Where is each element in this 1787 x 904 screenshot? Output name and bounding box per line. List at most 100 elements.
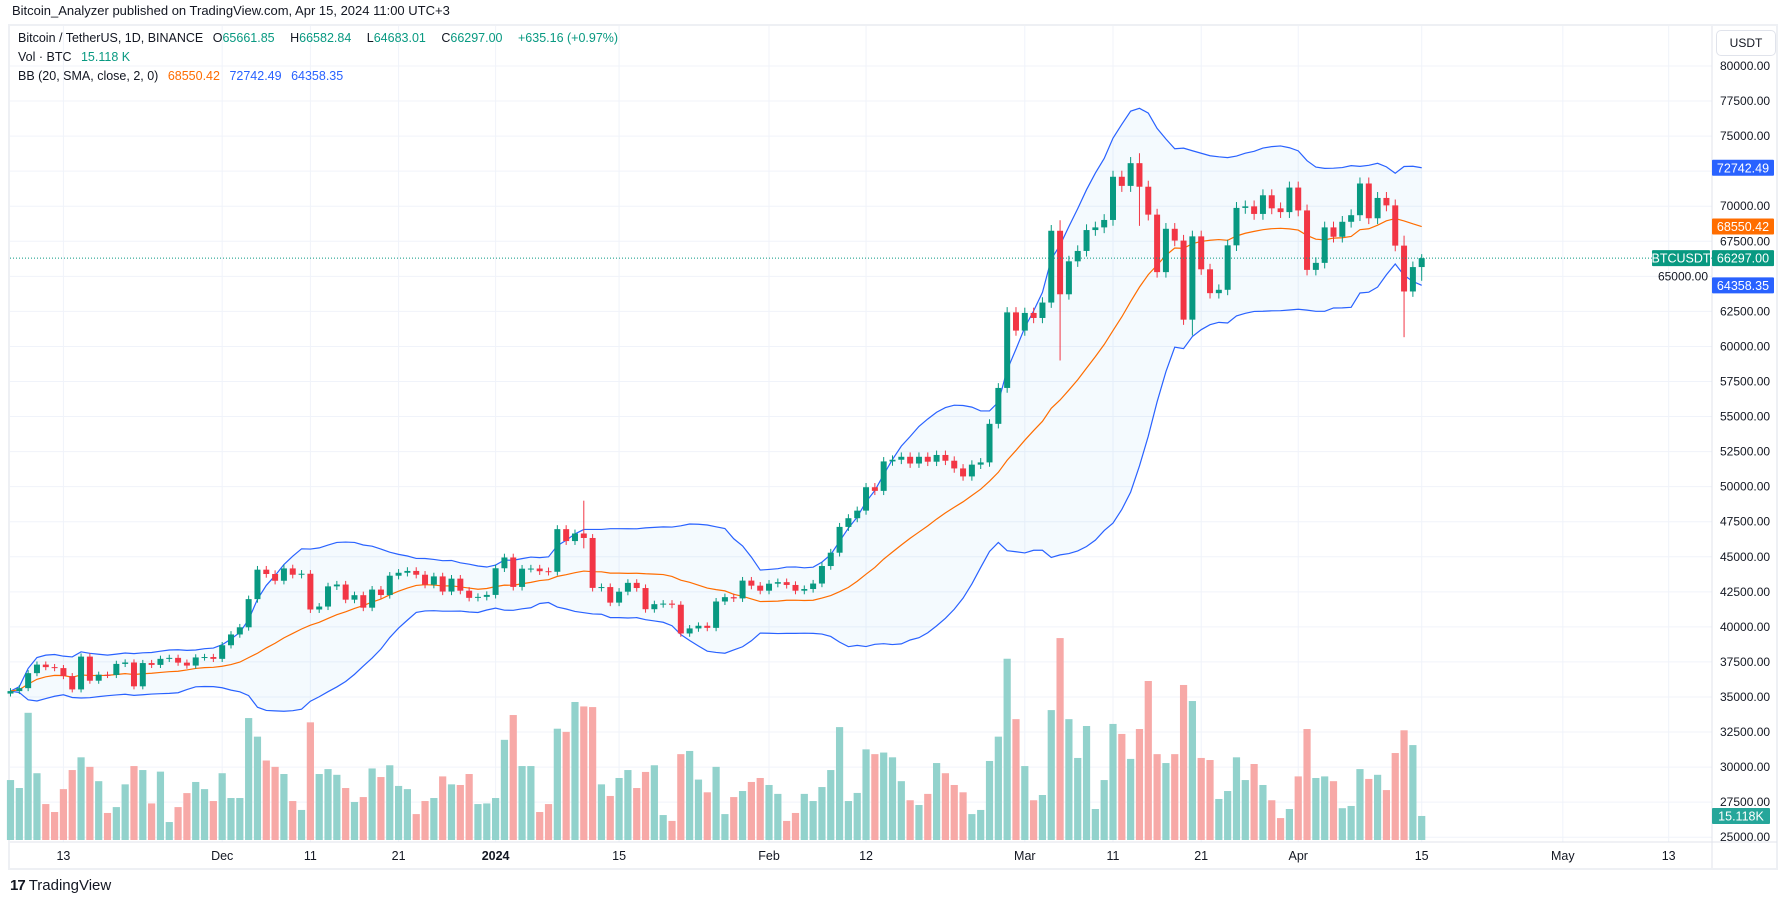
candle	[1286, 181, 1293, 218]
price-tick-label: 27500.00	[1720, 795, 1770, 809]
candle	[766, 580, 773, 595]
time-tick-label: 11	[304, 849, 317, 863]
candle-body	[95, 674, 102, 681]
candle	[377, 585, 384, 599]
volume-bar	[518, 766, 526, 840]
candle-body	[33, 664, 40, 674]
candle-body	[1048, 230, 1055, 303]
volume-bar	[1003, 658, 1011, 840]
candle	[201, 653, 208, 661]
volume-bar	[924, 793, 932, 840]
candle	[272, 570, 279, 585]
volume-bar	[1100, 780, 1108, 840]
volume-bar	[1356, 769, 1364, 840]
volume-bar	[333, 774, 341, 840]
bb-basis-value: 68550.42	[167, 69, 220, 83]
price-tick-label: 70000.00	[1720, 199, 1770, 213]
candle-body	[536, 568, 543, 572]
candle	[298, 570, 305, 579]
candle-body	[1136, 163, 1143, 187]
volume-bar	[915, 805, 923, 840]
candle-body	[342, 584, 349, 600]
time-tick-label: 21	[392, 849, 406, 863]
candle	[818, 562, 825, 588]
bb-lower-line	[10, 263, 1422, 712]
candle-body	[942, 454, 949, 461]
currency-button[interactable]: USDT	[1716, 30, 1776, 56]
volume-bar	[1038, 795, 1047, 840]
candle-body	[580, 533, 587, 538]
candle	[527, 564, 534, 573]
volume-bar	[615, 777, 623, 840]
high-value: 66582.84	[299, 31, 352, 45]
candle-body	[404, 570, 411, 573]
candle	[1409, 261, 1416, 297]
candle	[845, 514, 852, 531]
volume-bar	[24, 712, 32, 840]
bb-lower-tag: 64358.35	[1712, 277, 1774, 294]
volume-bar	[218, 773, 226, 840]
price-tick-label: 75000.00	[1720, 129, 1770, 143]
volume-bar	[192, 781, 200, 840]
volume-bar	[1418, 815, 1426, 840]
candle-body	[986, 423, 993, 463]
volume-bar	[439, 776, 447, 840]
volume-bar	[1144, 681, 1152, 840]
volume-bar	[1215, 798, 1223, 840]
candle	[501, 553, 508, 572]
candle-body	[730, 597, 737, 599]
volume-bar	[465, 774, 473, 840]
candle	[1083, 224, 1090, 257]
volume-bar	[1118, 733, 1126, 840]
candle-body	[466, 590, 473, 598]
volume-label[interactable]: Vol · BTC	[18, 50, 72, 64]
candle	[1136, 153, 1143, 226]
symbol-title[interactable]: Bitcoin / TetherUS, 1D, BINANCE	[18, 31, 204, 45]
volume-bar	[174, 807, 182, 840]
candle	[677, 601, 684, 637]
volume-bar	[236, 798, 244, 840]
candle	[536, 564, 543, 575]
volume-bar	[6, 780, 15, 840]
candle	[430, 572, 437, 589]
candle-body	[351, 595, 358, 600]
candle	[801, 585, 808, 595]
bb-lower-value: 64358.35	[291, 69, 344, 83]
candle-body	[607, 587, 614, 603]
volume-bar	[1012, 719, 1020, 840]
candle	[942, 450, 949, 466]
volume-bar	[227, 798, 235, 840]
volume-bar	[280, 774, 288, 840]
candle	[933, 450, 940, 467]
volume-bar	[968, 814, 976, 840]
candle-body	[951, 460, 958, 469]
price-tick-label: 45000.00	[1720, 550, 1770, 564]
volume-bar	[730, 797, 738, 840]
volume-bar	[1188, 701, 1196, 840]
volume-bar	[941, 773, 950, 840]
candle-body	[113, 663, 120, 675]
candle-body	[563, 529, 570, 542]
volume-bar	[668, 820, 676, 840]
volume-bar	[59, 789, 68, 840]
volume-bar	[1056, 638, 1064, 840]
price-tick-label: 47500.00	[1720, 515, 1770, 529]
candle	[122, 659, 129, 668]
tradingview-logo: 17 TradingView	[10, 877, 111, 894]
volume-bar	[862, 749, 870, 840]
volume-bar	[324, 769, 332, 840]
last-price-tag-text: 66297.00	[1717, 252, 1769, 266]
volume-bar	[1197, 757, 1205, 840]
bb-basis-tag-text: 68550.42	[1717, 220, 1769, 234]
candle	[1330, 221, 1337, 243]
candle	[413, 567, 420, 579]
price-tick-label: 35000.00	[1720, 690, 1770, 704]
candle	[466, 587, 473, 602]
candle	[951, 456, 958, 473]
price-tick-label: 65000.00	[1658, 269, 1708, 283]
candle-body	[1268, 195, 1275, 209]
candle-body	[1180, 240, 1187, 320]
bb-label[interactable]: BB (20, SMA, close, 2, 0)	[18, 69, 159, 83]
candle-body	[792, 584, 799, 591]
